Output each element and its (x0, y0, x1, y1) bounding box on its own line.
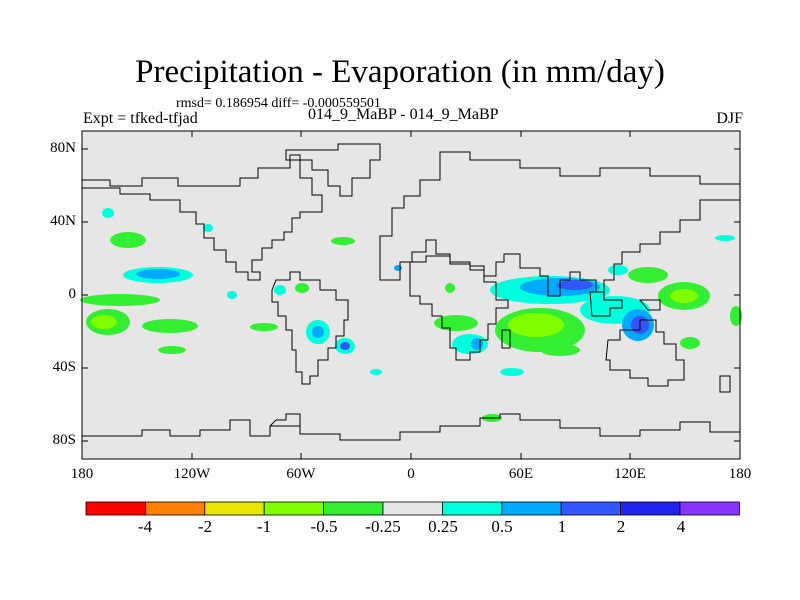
colorbar-label: -2 (197, 517, 213, 536)
colorbar-box (204, 501, 265, 516)
colorbar-label: -1 (256, 517, 272, 536)
colorbar-box (501, 501, 562, 516)
colorbar-label: 4 (676, 517, 686, 536)
coastlines (82, 143, 741, 441)
colorbar-label: -0.25 (365, 517, 401, 536)
colorbar-label: 0.25 (428, 517, 458, 536)
anomaly-shading (80, 208, 742, 422)
antarctica-outline (82, 413, 740, 441)
colorbar-box (323, 501, 384, 516)
experiment-label: Expt = tfked-tfjad (83, 110, 198, 127)
map-title: Precipitation - Evaporation (in mm/day) (135, 54, 665, 90)
africa-outline (409, 255, 509, 361)
colorbar-label: 1 (557, 517, 567, 536)
colorbar-label: 2 (616, 517, 626, 536)
australia-outline (605, 319, 685, 387)
colorbar-box (620, 501, 681, 516)
axis-ticks (81, 131, 741, 459)
new-zealand-outline (719, 375, 731, 393)
stats-line: rmsd= 0.186954 diff= -0.000559501 (176, 96, 381, 111)
colorbar-box (441, 501, 503, 516)
lat-label: 0 (68, 286, 77, 302)
colorbar-box (85, 501, 146, 516)
lat-label: 40N (50, 213, 76, 229)
lon-label: 120E (614, 466, 646, 482)
colorbar-label: 0.5 (491, 517, 513, 536)
lon-label: 120W (173, 466, 211, 482)
colorbar-box (144, 501, 206, 516)
lat-label: 80S (52, 432, 76, 448)
lon-label: 60W (286, 466, 316, 482)
case-label: 014_9_MaBP - 014_9_MaBP (308, 106, 499, 123)
colorbar-box (560, 501, 622, 516)
colorbar-box (679, 501, 740, 516)
madagascar-outline (501, 329, 511, 349)
lon-label: 0 (407, 466, 415, 482)
lat-label: 80N (50, 140, 76, 156)
colorbar (85, 501, 740, 516)
lon-label: 180 (70, 466, 94, 482)
greenland-outline (285, 143, 381, 197)
south-america-outline (271, 271, 349, 385)
north-america-outline (82, 154, 323, 281)
lon-label: 180 (728, 466, 752, 482)
season-label: DJF (716, 110, 743, 127)
colorbar-label: -0.5 (310, 517, 338, 536)
colorbar-label: -4 (137, 517, 153, 536)
colorbar-box (382, 501, 443, 516)
map-background (82, 131, 740, 459)
lat-label: 40S (52, 359, 76, 375)
antarctic-peninsula-outline (269, 413, 301, 427)
maritime-asia-outline (589, 291, 661, 317)
lon-label: 60E (508, 466, 534, 482)
colorbar-box (263, 501, 325, 516)
